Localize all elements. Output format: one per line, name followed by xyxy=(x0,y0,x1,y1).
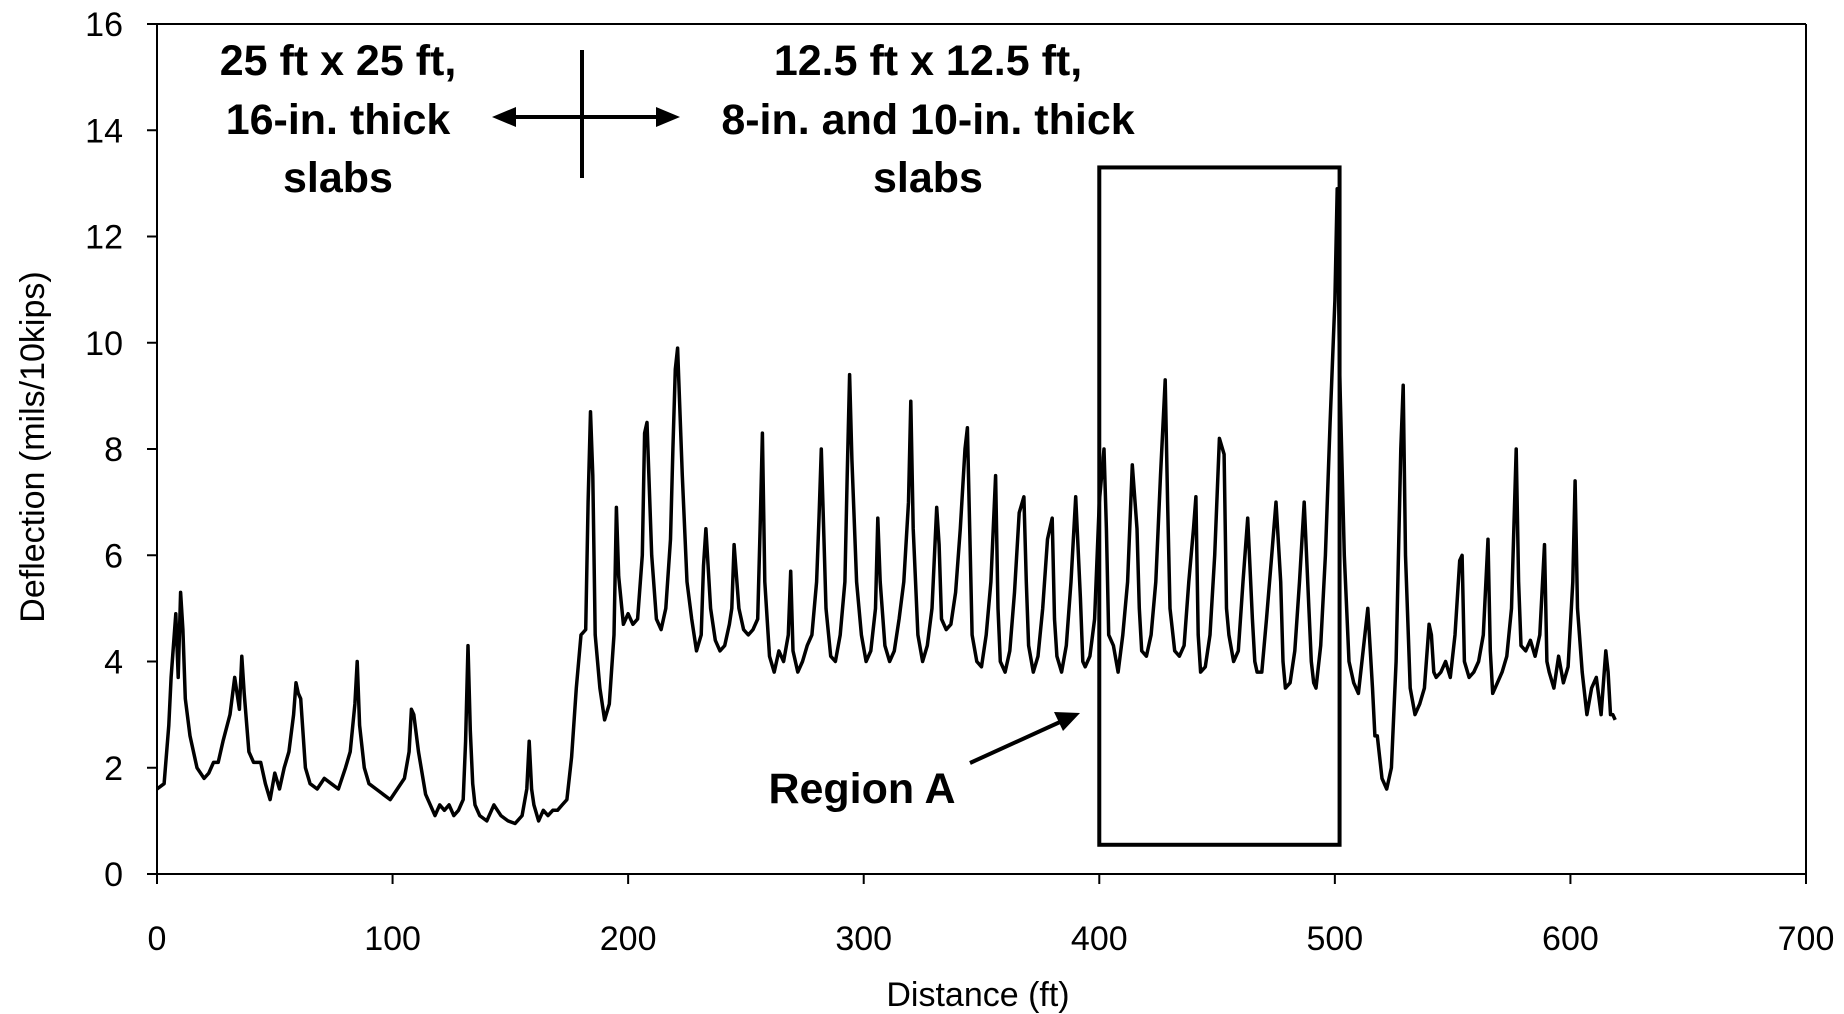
y-axis-label: Deflection (mils/10kips) xyxy=(14,271,52,622)
right-section-annotation: 12.5 ft x 12.5 ft, 8-in. and 10-in. thic… xyxy=(721,37,1134,202)
deflection-series-line xyxy=(155,186,1617,826)
x-tick-label: 500 xyxy=(1306,920,1363,958)
axes xyxy=(147,23,1807,884)
arrow-head-left xyxy=(492,107,516,127)
left-section-line-2: 16-in. thick xyxy=(226,96,451,144)
x-tick-label: 300 xyxy=(835,920,892,958)
right-section-line-1: 12.5 ft x 12.5 ft, xyxy=(774,37,1082,85)
x-tick-label: 700 xyxy=(1778,920,1835,958)
tick-labels: 0 2 4 6 8 10 12 14 16 0 100 200 300 400 500 600 700 xyxy=(85,6,1834,958)
y-tick-label: 2 xyxy=(104,750,123,788)
x-tick-label: 400 xyxy=(1071,920,1128,958)
left-section-line-1: 25 ft x 25 ft, xyxy=(220,37,457,85)
y-tick-label: 4 xyxy=(104,644,123,682)
region-a-label: Region A xyxy=(768,765,955,813)
left-section-annotation: 25 ft x 25 ft, 16-in. thick slabs xyxy=(220,37,457,202)
region-a-arrow-head xyxy=(1054,712,1080,731)
y-tick-label: 16 xyxy=(85,6,123,44)
y-tick-label: 12 xyxy=(85,219,123,257)
y-tick-label: 8 xyxy=(104,431,123,469)
y-tick-label: 6 xyxy=(104,537,123,575)
x-tick-label: 200 xyxy=(600,920,657,958)
region-a-arrow-shaft xyxy=(969,720,1061,765)
section-divider xyxy=(508,50,658,178)
arrow-head-right xyxy=(656,107,680,127)
right-section-line-2: 8-in. and 10-in. thick xyxy=(721,96,1134,144)
y-tick-label: 0 xyxy=(104,856,123,894)
y-tick-label: 14 xyxy=(85,112,123,150)
x-tick-label: 600 xyxy=(1542,920,1599,958)
right-section-line-3: slabs xyxy=(873,154,983,202)
x-axis-label: Distance (ft) xyxy=(886,976,1069,1014)
x-tick-label: 100 xyxy=(364,920,421,958)
y-tick-label: 10 xyxy=(85,325,123,363)
x-tick-label: 0 xyxy=(148,920,167,958)
left-section-line-3: slabs xyxy=(283,154,393,202)
